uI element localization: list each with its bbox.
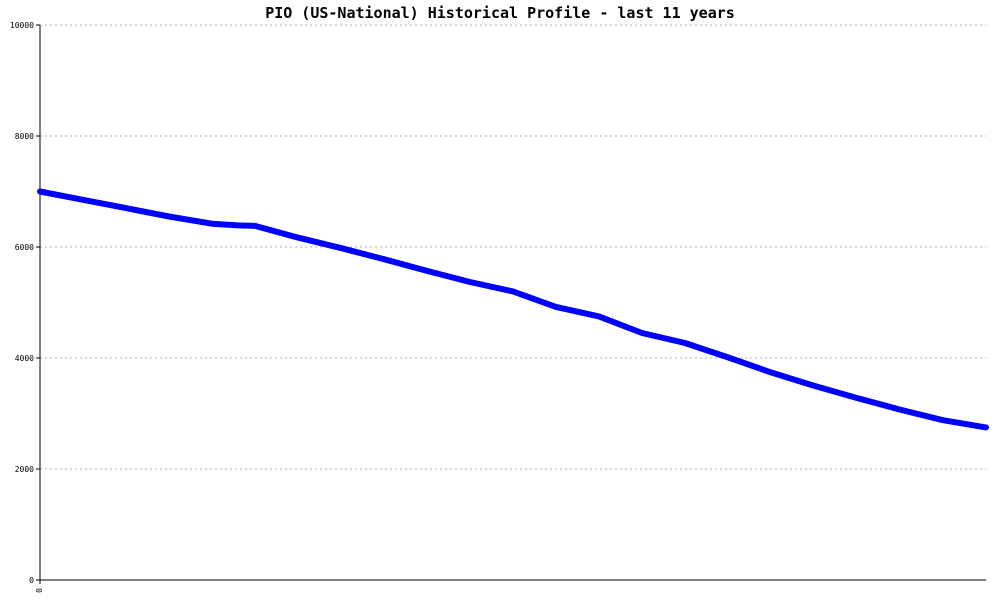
series-lines	[37, 188, 989, 431]
y-tick-label: 2000	[15, 465, 34, 474]
axes	[39, 25, 986, 581]
x-tick-label: 0	[35, 588, 44, 593]
y-tick-label: 6000	[15, 243, 34, 252]
x-tick-labels: 0	[35, 580, 44, 593]
grid-lines	[40, 24, 986, 470]
y-tick-label: 4000	[15, 354, 34, 363]
y-tick-label: 8000	[15, 132, 34, 141]
chart-title: PIO (US-National) Historical Profile - l…	[265, 4, 735, 22]
y-tick-label: 0	[29, 576, 34, 585]
series-line	[37, 188, 989, 431]
y-tick-label: 10000	[10, 21, 34, 30]
y-tick-labels: 0 2000 4000 6000 8000 10000	[10, 21, 40, 585]
